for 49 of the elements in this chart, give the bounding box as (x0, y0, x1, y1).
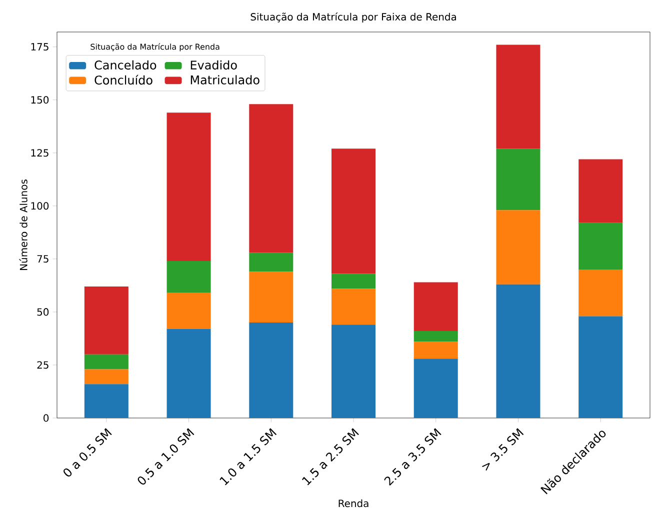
bar (166, 112, 211, 262)
y-tick-label: 100 (31, 202, 49, 210)
bar (496, 210, 540, 284)
legend-label: Cancelado (94, 60, 156, 70)
x-tick-label: 0 a 0.5 SM (64, 428, 112, 476)
bar (84, 354, 128, 370)
bar (166, 328, 211, 418)
y-axis-title: Número de Alunos (19, 180, 28, 270)
bar (84, 369, 128, 384)
bar (332, 324, 376, 418)
bar (578, 159, 623, 223)
bar (496, 148, 540, 210)
y-tick-label: 150 (31, 96, 49, 104)
legend-label: Evadido (190, 60, 237, 70)
legend-label: Matriculado (190, 75, 260, 84)
bar (166, 292, 211, 329)
bar (414, 342, 458, 359)
bar (496, 284, 540, 418)
x-tick-label: 0.5 a 1.0 SM (138, 428, 194, 485)
y-tick-label: 175 (31, 43, 48, 51)
x-tick-label: 1.5 a 2.5 SM (302, 428, 359, 486)
bar (249, 252, 294, 272)
bar (84, 384, 128, 418)
chart-title: Situação da Matrícula por Faixa de Renda (250, 12, 456, 23)
bar (414, 331, 458, 342)
x-tick-label: 2.5 a 3.5 SM (384, 428, 442, 486)
y-tick-label: 0 (44, 414, 49, 422)
bar (496, 44, 540, 149)
bar (578, 316, 623, 418)
bar (166, 261, 211, 293)
legend-label: Concluído (94, 74, 152, 85)
y-tick-label: 50 (37, 308, 49, 316)
bar (249, 104, 294, 253)
x-tick-label: 1.0 a 1.5 SM (220, 428, 277, 486)
bar (332, 148, 376, 274)
bar (332, 274, 376, 289)
bar (84, 286, 128, 354)
x-tick-label: > 3.5 SM (482, 428, 524, 471)
bar (414, 358, 458, 418)
bar (249, 272, 294, 323)
bar (578, 222, 623, 270)
bar (332, 288, 376, 325)
bar (249, 322, 294, 418)
bar (414, 282, 458, 332)
bar (578, 270, 623, 316)
x-axis-title: Renda (338, 499, 368, 508)
y-tick-label: 75 (37, 255, 48, 263)
y-tick-label: 25 (37, 361, 48, 369)
y-tick-label: 125 (31, 149, 48, 157)
